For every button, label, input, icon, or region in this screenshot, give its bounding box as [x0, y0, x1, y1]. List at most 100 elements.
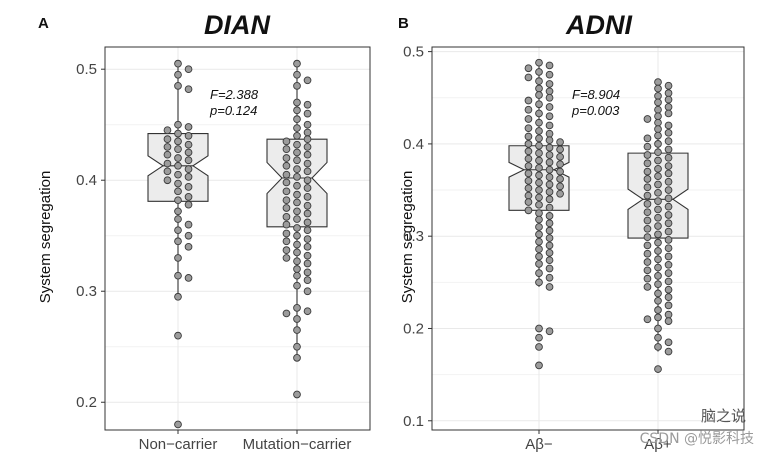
panel-a-point-1-18 [293, 148, 301, 157]
panel-b-title: ADNI [565, 10, 632, 40]
panel-b-point-1-21 [664, 145, 673, 154]
panel-b-point-0-29 [535, 141, 543, 150]
panel-b-point-0-34 [545, 151, 554, 159]
panel-a-xtick-label-1: Mutation−carrier [243, 436, 352, 453]
panel-a-point-0-42 [174, 292, 182, 301]
panel-a-point-0-22 [163, 167, 172, 176]
panel-a-point-1-9 [303, 120, 312, 129]
panel-b-frame [431, 46, 745, 431]
panel-b-point-0-71 [535, 237, 543, 246]
panel-b-point-0-74 [545, 248, 554, 257]
panel-b-point-0-33 [535, 149, 543, 157]
panel-a-point-1-31 [303, 184, 312, 192]
panel-b-point-1-39 [664, 194, 673, 203]
panel-a-ytick-label-0: 0.2 [76, 394, 97, 411]
panel-b-point-1-50 [643, 224, 652, 233]
panel-b-point-1-51 [664, 227, 673, 236]
panel-a-point-1-54 [293, 248, 301, 257]
panel-b-point-0-24 [524, 132, 533, 141]
watermark-csdn: CSDN @悦影科技 [639, 431, 754, 447]
watermark-brand: 脑之说 [700, 407, 746, 425]
panel-b-point-0-26 [545, 136, 554, 145]
panel-a-point-1-20 [282, 154, 291, 162]
panel-a-point-1-28 [303, 176, 312, 185]
panel-a-point-0-25 [163, 176, 172, 185]
panel-b-point-0-5 [524, 73, 533, 82]
panel-b-point-0-61 [545, 203, 554, 212]
panel-a-point-1-67 [282, 309, 291, 318]
panel-a-point-1-29 [282, 178, 291, 187]
panel-a-point-1-64 [303, 287, 312, 296]
panel-b-point-1-65 [643, 266, 652, 275]
panel-b-point-0-46 [545, 173, 554, 181]
panel-a-point-0-28 [174, 187, 182, 196]
panel-b-point-0-52 [524, 184, 533, 193]
panel-b-point-0-84 [545, 327, 554, 336]
panel-a-point-0-39 [174, 254, 182, 262]
panel-a-point-0-41 [184, 274, 193, 282]
panel-a-point-1-34 [303, 193, 312, 201]
panel-b-point-0-11 [545, 93, 554, 102]
panel-b-point-0-39 [556, 160, 564, 169]
panel-b-point-1-74 [664, 293, 673, 301]
panel-b-point-0-43 [556, 167, 564, 176]
panel-a-point-1-46 [303, 226, 312, 235]
panel-b-point-0-35 [556, 152, 564, 161]
panel-b-point-0-69 [535, 230, 543, 239]
panel-b-point-1-2 [654, 84, 662, 93]
panel-a-point-1-35 [282, 196, 291, 205]
panel-a-point-1-3 [293, 82, 301, 90]
panel-a-point-1-51 [293, 240, 301, 249]
panel-a-point-1-37 [303, 201, 312, 210]
panel-b-point-0-63 [535, 209, 543, 217]
panel-a-point-0-6 [184, 123, 193, 131]
panel-a-point-1-44 [282, 220, 291, 229]
panel-a-point-0-18 [184, 156, 193, 165]
panel-a-point-1-57 [293, 257, 301, 266]
panel-b-point-0-28 [524, 140, 533, 148]
panel-a-point-1-47 [282, 229, 291, 238]
panel-b-point-0-25 [535, 134, 543, 143]
panel-b-point-0-19 [535, 118, 543, 127]
panel-b-point-1-81 [664, 317, 673, 325]
panel-a-point-1-33 [293, 190, 301, 199]
panel-b-point-1-42 [664, 202, 673, 211]
panel-b-point-1-10 [654, 112, 662, 121]
panel-b-point-0-20 [545, 121, 554, 130]
panel-b-point-1-14 [654, 125, 662, 133]
panel-b-point-0-41 [535, 164, 543, 172]
panel-a-point-1-61 [293, 271, 301, 280]
panel-b-point-0-17 [545, 112, 554, 121]
panel-a-point-0-38 [184, 242, 193, 251]
panel-a-point-1-40 [303, 209, 312, 218]
panel-a-point-1-59 [293, 265, 301, 273]
panel-b-point-1-6 [654, 98, 662, 107]
panel-b-ytick-label-1: 0.2 [403, 320, 424, 337]
panel-a-ylabel: System segregation [37, 171, 54, 304]
panel-a-point-1-53 [282, 246, 291, 255]
panel-a-point-0-4 [184, 85, 193, 94]
panel-a-point-0-2 [174, 70, 182, 79]
panel-a-point-0-0 [174, 59, 182, 68]
panel-b-point-1-8 [654, 105, 662, 114]
panel-b-point-1-80 [643, 315, 652, 324]
panel-b-point-0-49 [535, 178, 543, 187]
panel-b-point-1-58 [654, 247, 662, 255]
panel-b-point-1-52 [654, 230, 662, 239]
panel-b-point-0-0 [535, 58, 543, 67]
panel-a-plot: 0.2 0.3 0.4 0.5 Non−carrier Mutation−carrier F… [76, 46, 371, 453]
panel-b-point-1-82 [654, 324, 662, 333]
panel-a-point-0-17 [174, 154, 182, 162]
panel-a-point-0-3 [174, 82, 182, 90]
panel-b-point-1-67 [654, 272, 662, 280]
panel-a-stat-1: p=0.124 [209, 103, 257, 118]
panel-b-point-0-36 [524, 154, 533, 163]
panel-a-point-1-5 [303, 100, 312, 109]
panel-a-point-0-16 [163, 150, 172, 159]
panel-b-point-0-55 [556, 189, 564, 198]
panel-b-stat-1: p=0.003 [571, 103, 620, 118]
panel-b-point-0-21 [524, 124, 533, 133]
panel-b-point-0-87 [535, 361, 543, 370]
panel-b-point-1-3 [664, 89, 673, 97]
